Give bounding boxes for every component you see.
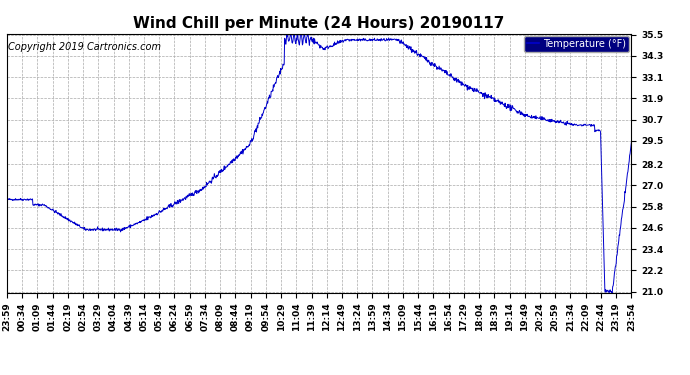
Legend: Temperature (°F): Temperature (°F) [524,36,629,51]
Text: Copyright 2019 Cartronics.com: Copyright 2019 Cartronics.com [8,42,161,51]
Title: Wind Chill per Minute (24 Hours) 20190117: Wind Chill per Minute (24 Hours) 2019011… [133,16,505,31]
